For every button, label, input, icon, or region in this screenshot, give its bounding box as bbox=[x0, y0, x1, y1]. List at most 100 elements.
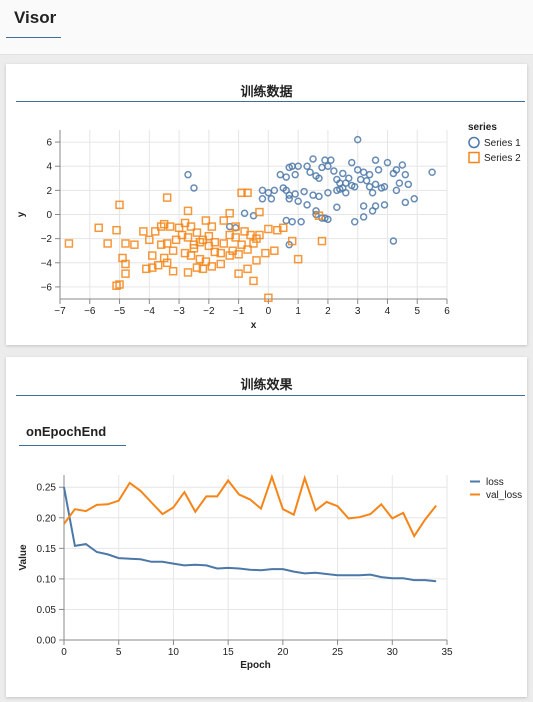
scatter-point bbox=[404, 180, 413, 189]
scatter-point bbox=[371, 202, 380, 210]
x-tick-label: −1 bbox=[233, 306, 245, 317]
scatter-point bbox=[189, 244, 199, 253]
y-tick-label: 2 bbox=[46, 186, 52, 197]
scatter-point bbox=[398, 161, 407, 169]
scatter-point bbox=[112, 225, 121, 235]
y-tick-label: 0 bbox=[46, 210, 52, 221]
scatter-point bbox=[368, 189, 377, 197]
legend-label: Series 1 bbox=[484, 138, 521, 149]
scatter-point bbox=[297, 217, 305, 226]
scatter-point bbox=[389, 237, 398, 245]
scatter-point bbox=[237, 188, 246, 198]
scatter-point bbox=[207, 222, 217, 231]
training-data-card: 训练数据 −7 −6 −5 −4 −3 −2 −1 0 1 2 3 4 5 6 −6 −4 −2 0 2 4 6 x y se… bbox=[6, 64, 527, 345]
card-title-rule bbox=[16, 395, 525, 396]
scatter-point bbox=[401, 170, 410, 179]
scatter-point bbox=[225, 209, 234, 218]
scatter-point bbox=[315, 192, 323, 201]
scatter-point bbox=[327, 156, 335, 164]
scatter-point bbox=[186, 222, 196, 231]
scatter-point bbox=[115, 200, 124, 210]
series-line-val-loss bbox=[63, 473, 437, 539]
x-tick-label: 3 bbox=[355, 306, 361, 317]
scatter-point bbox=[216, 259, 226, 269]
scatter-point bbox=[410, 195, 419, 203]
scatter-point bbox=[231, 233, 240, 242]
tab-on-epoch-end[interactable]: onEpochEnd bbox=[26, 424, 107, 439]
scatter-point bbox=[380, 201, 389, 209]
scatter-point bbox=[321, 156, 329, 164]
scatter-point bbox=[121, 239, 130, 248]
app-title: Visor bbox=[14, 8, 57, 27]
x-tick-label: −5 bbox=[114, 306, 126, 317]
tab-underline bbox=[19, 445, 126, 446]
scatter-point bbox=[219, 239, 228, 248]
x-tick-label: 4 bbox=[385, 306, 391, 317]
scatter-point bbox=[303, 162, 311, 170]
scatter-point bbox=[190, 184, 198, 192]
scatter-point bbox=[317, 236, 327, 246]
scatter-point bbox=[198, 264, 208, 274]
scatter-point bbox=[195, 254, 205, 264]
scatter-point bbox=[353, 135, 362, 144]
y-tick-label: −4 bbox=[41, 258, 53, 269]
scatter-point bbox=[243, 245, 252, 254]
app-title-underline bbox=[6, 37, 61, 38]
y-tick-label: −6 bbox=[41, 282, 53, 293]
scatter-point bbox=[207, 262, 217, 271]
scatter-point bbox=[162, 239, 172, 248]
x-tick-label: 10 bbox=[168, 647, 180, 658]
scatter-point bbox=[377, 184, 386, 192]
scatter-point bbox=[258, 186, 267, 195]
x-tick-label: 5 bbox=[414, 306, 420, 317]
scatter-point bbox=[347, 158, 356, 167]
x-tick-label: 2 bbox=[325, 306, 331, 317]
training-data-title: 训练数据 bbox=[240, 84, 293, 99]
training-effect-card: 训练效果 onEpochEnd 0 5 10 15 20 25 30 35 0.00 0.05 0.… bbox=[6, 357, 527, 697]
scatter-point bbox=[237, 240, 246, 249]
scatter-point bbox=[225, 230, 234, 240]
scatter-point bbox=[294, 162, 302, 170]
scatter-point bbox=[359, 202, 368, 210]
scatter-point bbox=[174, 223, 184, 233]
x-tick-label: −2 bbox=[203, 306, 215, 317]
y-axis-title: Value bbox=[18, 544, 29, 571]
scatter-point bbox=[192, 228, 202, 237]
scatter-point bbox=[342, 189, 350, 197]
line-chart: 0 5 10 15 20 25 30 35 0.00 0.05 0.10 0.15 0.20 0.25 Ep… bbox=[18, 473, 522, 671]
scatter-point bbox=[249, 276, 258, 286]
scatter-point bbox=[359, 168, 368, 176]
scatter-point bbox=[264, 224, 273, 234]
y-tick-label: 0.15 bbox=[37, 544, 57, 555]
legend-label: loss bbox=[486, 477, 504, 488]
scatter-point bbox=[252, 256, 261, 265]
scatter-point bbox=[159, 219, 169, 229]
series-series-2 bbox=[64, 188, 327, 303]
series-series-1 bbox=[184, 135, 436, 249]
x-tick-label: 0 bbox=[266, 306, 272, 317]
scatter-point bbox=[333, 203, 341, 212]
scatter-point bbox=[139, 227, 148, 236]
scatter-point bbox=[183, 206, 193, 216]
scatter-point bbox=[270, 186, 279, 195]
scatter-point bbox=[121, 269, 130, 278]
scatter-point bbox=[216, 248, 226, 258]
scatter-point bbox=[183, 233, 193, 242]
scatter-point bbox=[261, 248, 270, 258]
scatter-point bbox=[184, 170, 192, 179]
scatter-point bbox=[383, 158, 392, 167]
scatter-point bbox=[234, 250, 243, 259]
scatter-point bbox=[291, 190, 299, 198]
legend-title: series bbox=[468, 122, 497, 133]
y-axis-title: y bbox=[16, 211, 27, 217]
scatter-point bbox=[428, 168, 436, 176]
scatter-point bbox=[309, 155, 317, 163]
scatter-point bbox=[365, 182, 374, 191]
scatter-point bbox=[94, 223, 103, 233]
scatter-point bbox=[303, 201, 311, 209]
scatter-point bbox=[371, 156, 380, 164]
scatter-point bbox=[300, 187, 308, 196]
scatter-point bbox=[353, 166, 362, 174]
x-tick-label: 0 bbox=[61, 647, 67, 658]
y-tick-label: 0.25 bbox=[37, 483, 57, 494]
